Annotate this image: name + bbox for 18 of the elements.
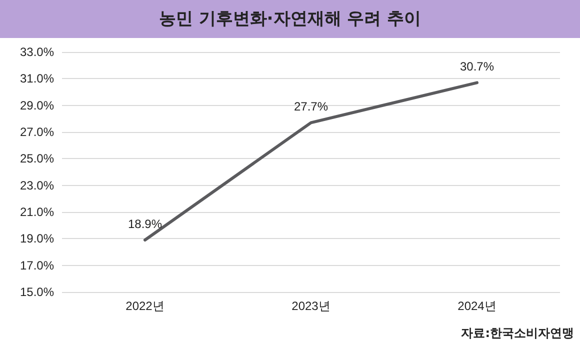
y-tick-label: 33.0% <box>20 45 54 59</box>
text: 자료:한국소비자연맹 <box>461 325 574 342</box>
x-tick-label: 2024년 <box>458 299 496 313</box>
y-tick-label: 15.0% <box>20 285 54 299</box>
data-label: 27.7% <box>294 100 328 114</box>
y-tick-label: 27.0% <box>20 125 54 139</box>
x-tick-label: 2022년 <box>126 299 164 313</box>
y-tick-label: 17.0% <box>20 258 54 272</box>
x-tick-label: 2023년 <box>292 299 330 313</box>
y-tick-label: 19.0% <box>20 232 54 246</box>
data-label: 30.7% <box>460 60 494 74</box>
y-tick-label: 21.0% <box>20 205 54 219</box>
chart-title: 농민 기후변화·자연재해 우려 추이 <box>0 0 580 38</box>
y-tick-label: 25.0% <box>20 152 54 166</box>
y-tick-label: 23.0% <box>20 178 54 192</box>
data-label: 18.9% <box>128 217 162 231</box>
y-tick-label: 31.0% <box>20 72 54 86</box>
y-tick-label: 29.0% <box>20 98 54 112</box>
